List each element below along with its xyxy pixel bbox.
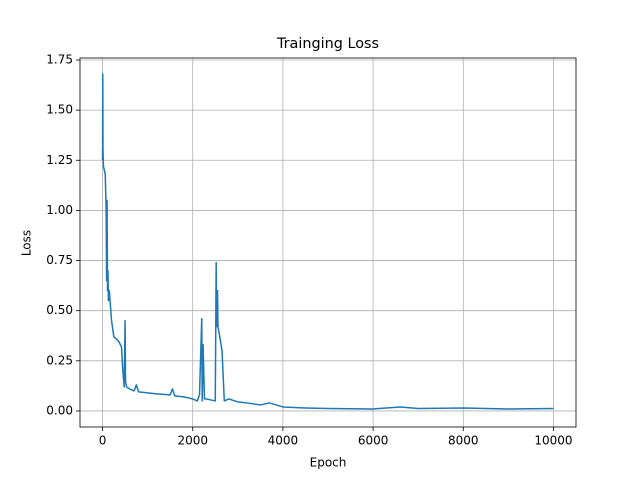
y-tick-label: 1.50: [46, 103, 73, 117]
y-tick-label: 1.00: [46, 203, 73, 217]
x-tick-label: 2000: [177, 434, 208, 448]
y-tick-label: 0.00: [46, 403, 73, 417]
x-tick-label: 8000: [448, 434, 479, 448]
y-tick-label: 0.50: [46, 303, 73, 317]
chart-title: Trainging Loss: [276, 36, 379, 52]
y-axis-label: Loss: [20, 230, 34, 256]
x-tick-label: 4000: [268, 434, 299, 448]
y-tick-label: 0.25: [46, 353, 73, 367]
loss-line: [101, 73, 554, 410]
y-tick-label: 1.25: [46, 153, 73, 167]
y-tick-label: 1.75: [46, 53, 73, 67]
x-tick-label: 6000: [358, 434, 389, 448]
x-tick-label: 10000: [534, 434, 572, 448]
y-tick-label: 0.75: [46, 253, 73, 267]
x-axis-label: Epoch: [310, 456, 347, 470]
plot-frame: [79, 57, 577, 428]
x-tick-label: 0: [99, 434, 107, 448]
